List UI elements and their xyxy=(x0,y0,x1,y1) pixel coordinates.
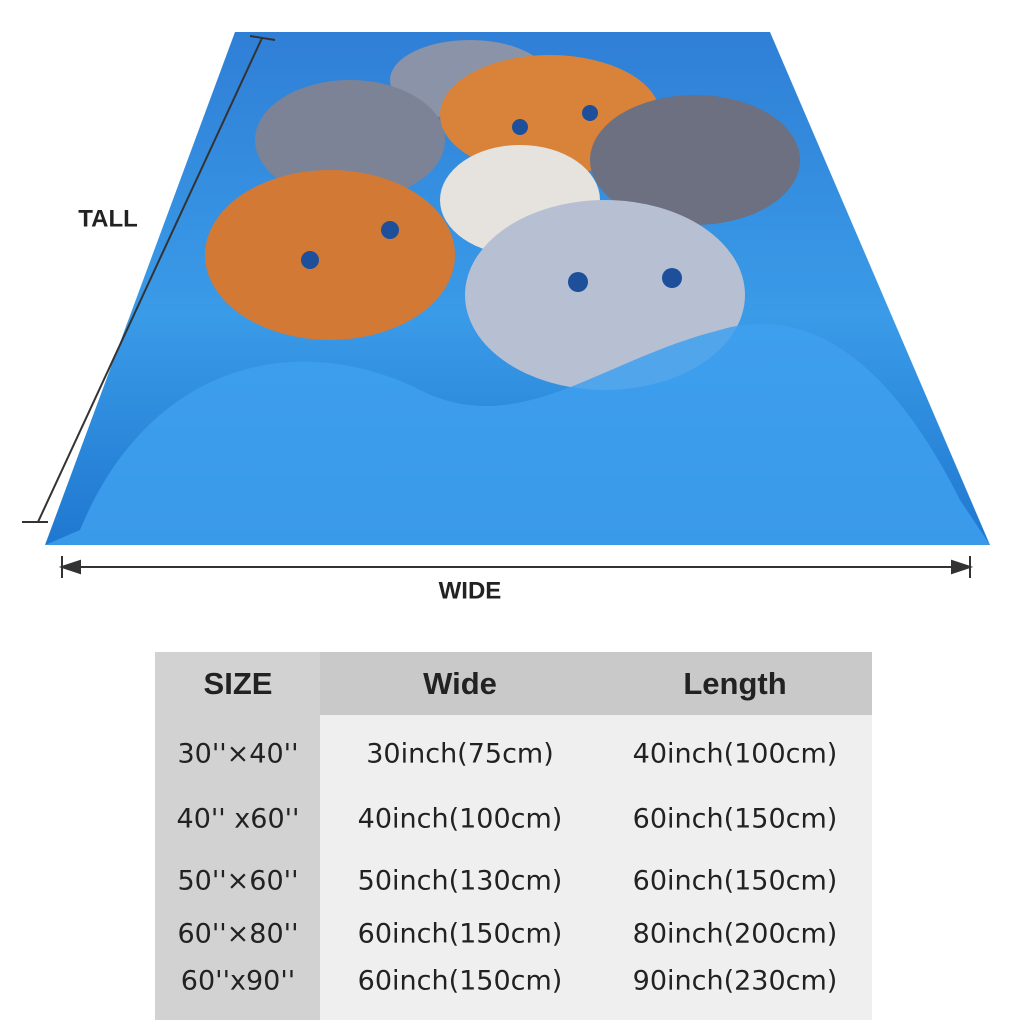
table-cell: 40'' x60'' xyxy=(177,804,300,835)
table-cell: 60''×80'' xyxy=(177,919,298,950)
blanket-fold xyxy=(45,323,990,545)
wide-label: WIDE xyxy=(439,577,502,604)
eye xyxy=(582,105,598,121)
size-table xyxy=(155,652,872,1020)
eye xyxy=(568,272,588,292)
table-cell: 40inch(100cm) xyxy=(633,739,838,770)
table-cell: 60''x90'' xyxy=(181,966,295,997)
tall-arrow xyxy=(37,37,263,523)
tall-label: TALL xyxy=(78,205,138,232)
table-cell: 40inch(100cm) xyxy=(358,804,563,835)
eye xyxy=(381,221,399,239)
table-cell: 50''×60'' xyxy=(177,866,298,897)
table-cell: 30inch(75cm) xyxy=(366,739,554,770)
table-cell: 60inch(150cm) xyxy=(633,804,838,835)
table-cell: 60inch(150cm) xyxy=(358,966,563,997)
kitten xyxy=(255,80,445,200)
header-cell: Wide xyxy=(423,666,497,701)
header-cell: SIZE xyxy=(204,666,273,701)
table-cell: 90inch(230cm) xyxy=(633,966,838,997)
table-cell: 80inch(200cm) xyxy=(633,919,838,950)
size-column xyxy=(155,652,320,1020)
table-cell: 60inch(150cm) xyxy=(358,919,563,950)
tick xyxy=(249,35,276,41)
dimension-arrows xyxy=(22,35,974,578)
table-cell: 60inch(150cm) xyxy=(633,866,838,897)
eye xyxy=(662,268,682,288)
arrowhead xyxy=(58,559,81,575)
eye xyxy=(301,251,319,269)
kitten xyxy=(590,95,800,225)
header-cell: Length xyxy=(683,666,786,701)
table-cell: 50inch(130cm) xyxy=(358,866,563,897)
arrowhead xyxy=(951,559,974,575)
table-cell: 30''×40'' xyxy=(177,739,298,770)
eye xyxy=(512,119,528,135)
kittens-illustration xyxy=(45,40,990,545)
kitten xyxy=(205,170,455,340)
kitten xyxy=(465,200,745,390)
